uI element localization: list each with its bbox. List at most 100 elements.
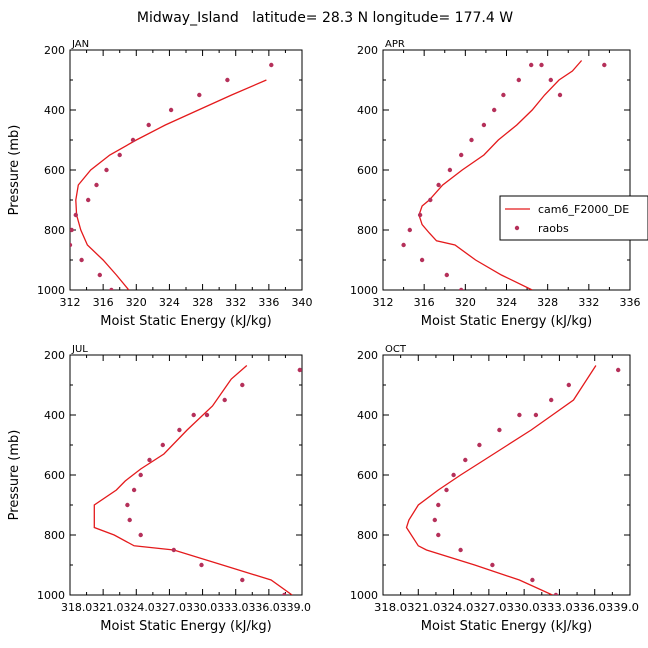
x-tick-label: 312 xyxy=(60,296,81,309)
obs-point xyxy=(240,382,245,388)
y-tick-label: 1000 xyxy=(350,284,378,297)
x-tick-label: 324 xyxy=(159,296,180,309)
y-tick-label: 400 xyxy=(357,409,378,422)
obs-point xyxy=(548,77,553,83)
y-tick-label: 400 xyxy=(44,409,65,422)
figure-title: Midway_Island latitude= 28.3 N longitude… xyxy=(137,10,513,26)
obs-point xyxy=(459,152,464,158)
legend-label-obs: raobs xyxy=(538,222,569,235)
obs-point xyxy=(240,577,245,583)
obs-point xyxy=(297,367,302,373)
x-axis-label: Moist Static Energy (kJ/kg) xyxy=(421,314,592,329)
y-axis-label: Pressure (mb) xyxy=(7,430,22,521)
series-line-model xyxy=(93,365,293,595)
obs-point xyxy=(469,137,474,143)
x-tick-label: 316 xyxy=(414,296,435,309)
y-tick-label: 800 xyxy=(357,224,378,237)
obs-point xyxy=(197,92,202,98)
x-tick-label: 336 xyxy=(620,296,641,309)
obs-point xyxy=(73,212,79,218)
obs-point xyxy=(109,287,114,290)
series-line-model xyxy=(405,365,597,595)
obs-point xyxy=(490,562,495,568)
obs-point xyxy=(79,257,84,263)
series-group xyxy=(93,365,302,595)
obs-point xyxy=(138,472,143,478)
obs-point xyxy=(444,487,449,493)
y-tick-label: 800 xyxy=(357,529,378,542)
plot-frame xyxy=(382,354,631,596)
x-axis-label: Moist Static Energy (kJ/kg) xyxy=(100,619,271,634)
x-tick-labels: 318.0321.0324.0327.0330.0333.0336.0339.0 xyxy=(61,601,311,614)
y-tick-label: 600 xyxy=(357,469,378,482)
obs-point xyxy=(444,272,449,278)
legend-box xyxy=(499,195,648,241)
obs-point xyxy=(117,152,122,158)
obs-point xyxy=(481,122,487,128)
obs-point xyxy=(70,227,74,233)
y-tick-label: 400 xyxy=(357,104,378,117)
x-tick-label: 320 xyxy=(455,296,476,309)
x-tick-label: 336 xyxy=(258,296,279,309)
x-tick-label: 328 xyxy=(192,296,213,309)
obs-point xyxy=(177,427,182,433)
obs-point xyxy=(517,412,522,418)
x-tick-label: 332 xyxy=(225,296,246,309)
obs-point xyxy=(436,502,441,508)
obs-point xyxy=(539,62,544,68)
obs-point xyxy=(530,577,535,583)
obs-point xyxy=(458,547,463,553)
obs-point xyxy=(533,412,539,418)
panel-label: APR xyxy=(385,39,405,50)
x-axis-label: Moist Static Energy (kJ/kg) xyxy=(100,314,271,329)
obs-point xyxy=(97,272,103,278)
series-group xyxy=(401,60,607,290)
obs-point xyxy=(549,397,554,403)
obs-point xyxy=(171,547,176,553)
y-tick-label: 800 xyxy=(44,224,65,237)
obs-point xyxy=(401,242,406,248)
obs-point xyxy=(70,242,73,248)
obs-point xyxy=(451,472,456,478)
obs-point xyxy=(225,77,230,83)
obs-point xyxy=(269,62,274,68)
y-axis-label: Pressure (mb) xyxy=(7,125,22,216)
obs-point xyxy=(553,592,559,595)
obs-point xyxy=(86,197,91,203)
obs-point xyxy=(497,427,502,433)
y-tick-label: 200 xyxy=(44,349,65,362)
x-tick-label: 332 xyxy=(578,296,599,309)
obs-point xyxy=(138,532,143,538)
obs-point xyxy=(566,382,571,388)
obs-point xyxy=(516,77,521,83)
y-tick-label: 600 xyxy=(44,164,65,177)
x-tick-label: 312 xyxy=(373,296,394,309)
y-tick-label: 800 xyxy=(44,529,65,542)
y-tick-label: 1000 xyxy=(37,589,65,602)
legend-label-model: cam6_F2000_DE xyxy=(538,203,629,216)
x-tick-label: 340 xyxy=(292,296,313,309)
y-tick-label: 200 xyxy=(357,44,378,57)
obs-point xyxy=(616,367,621,373)
obs-point xyxy=(282,592,287,595)
x-tick-label: 324 xyxy=(496,296,517,309)
obs-point xyxy=(428,197,433,203)
obs-point xyxy=(436,182,441,188)
obs-point xyxy=(432,517,437,523)
obs-point xyxy=(463,457,468,463)
y-tick-label: 400 xyxy=(44,104,65,117)
panel-jul: JUL 200 400 600 800 1000318.0321.0324.0327.03… xyxy=(7,344,311,634)
obs-point xyxy=(94,182,99,188)
panel-label: JUL xyxy=(71,344,88,355)
y-tick-label: 600 xyxy=(357,164,378,177)
y-tick-label: 200 xyxy=(44,44,65,57)
obs-point xyxy=(447,167,453,173)
panel-label: OCT xyxy=(385,344,407,355)
series-group xyxy=(405,365,621,595)
y-tick-label: 200 xyxy=(357,349,378,362)
obs-point xyxy=(104,167,109,173)
